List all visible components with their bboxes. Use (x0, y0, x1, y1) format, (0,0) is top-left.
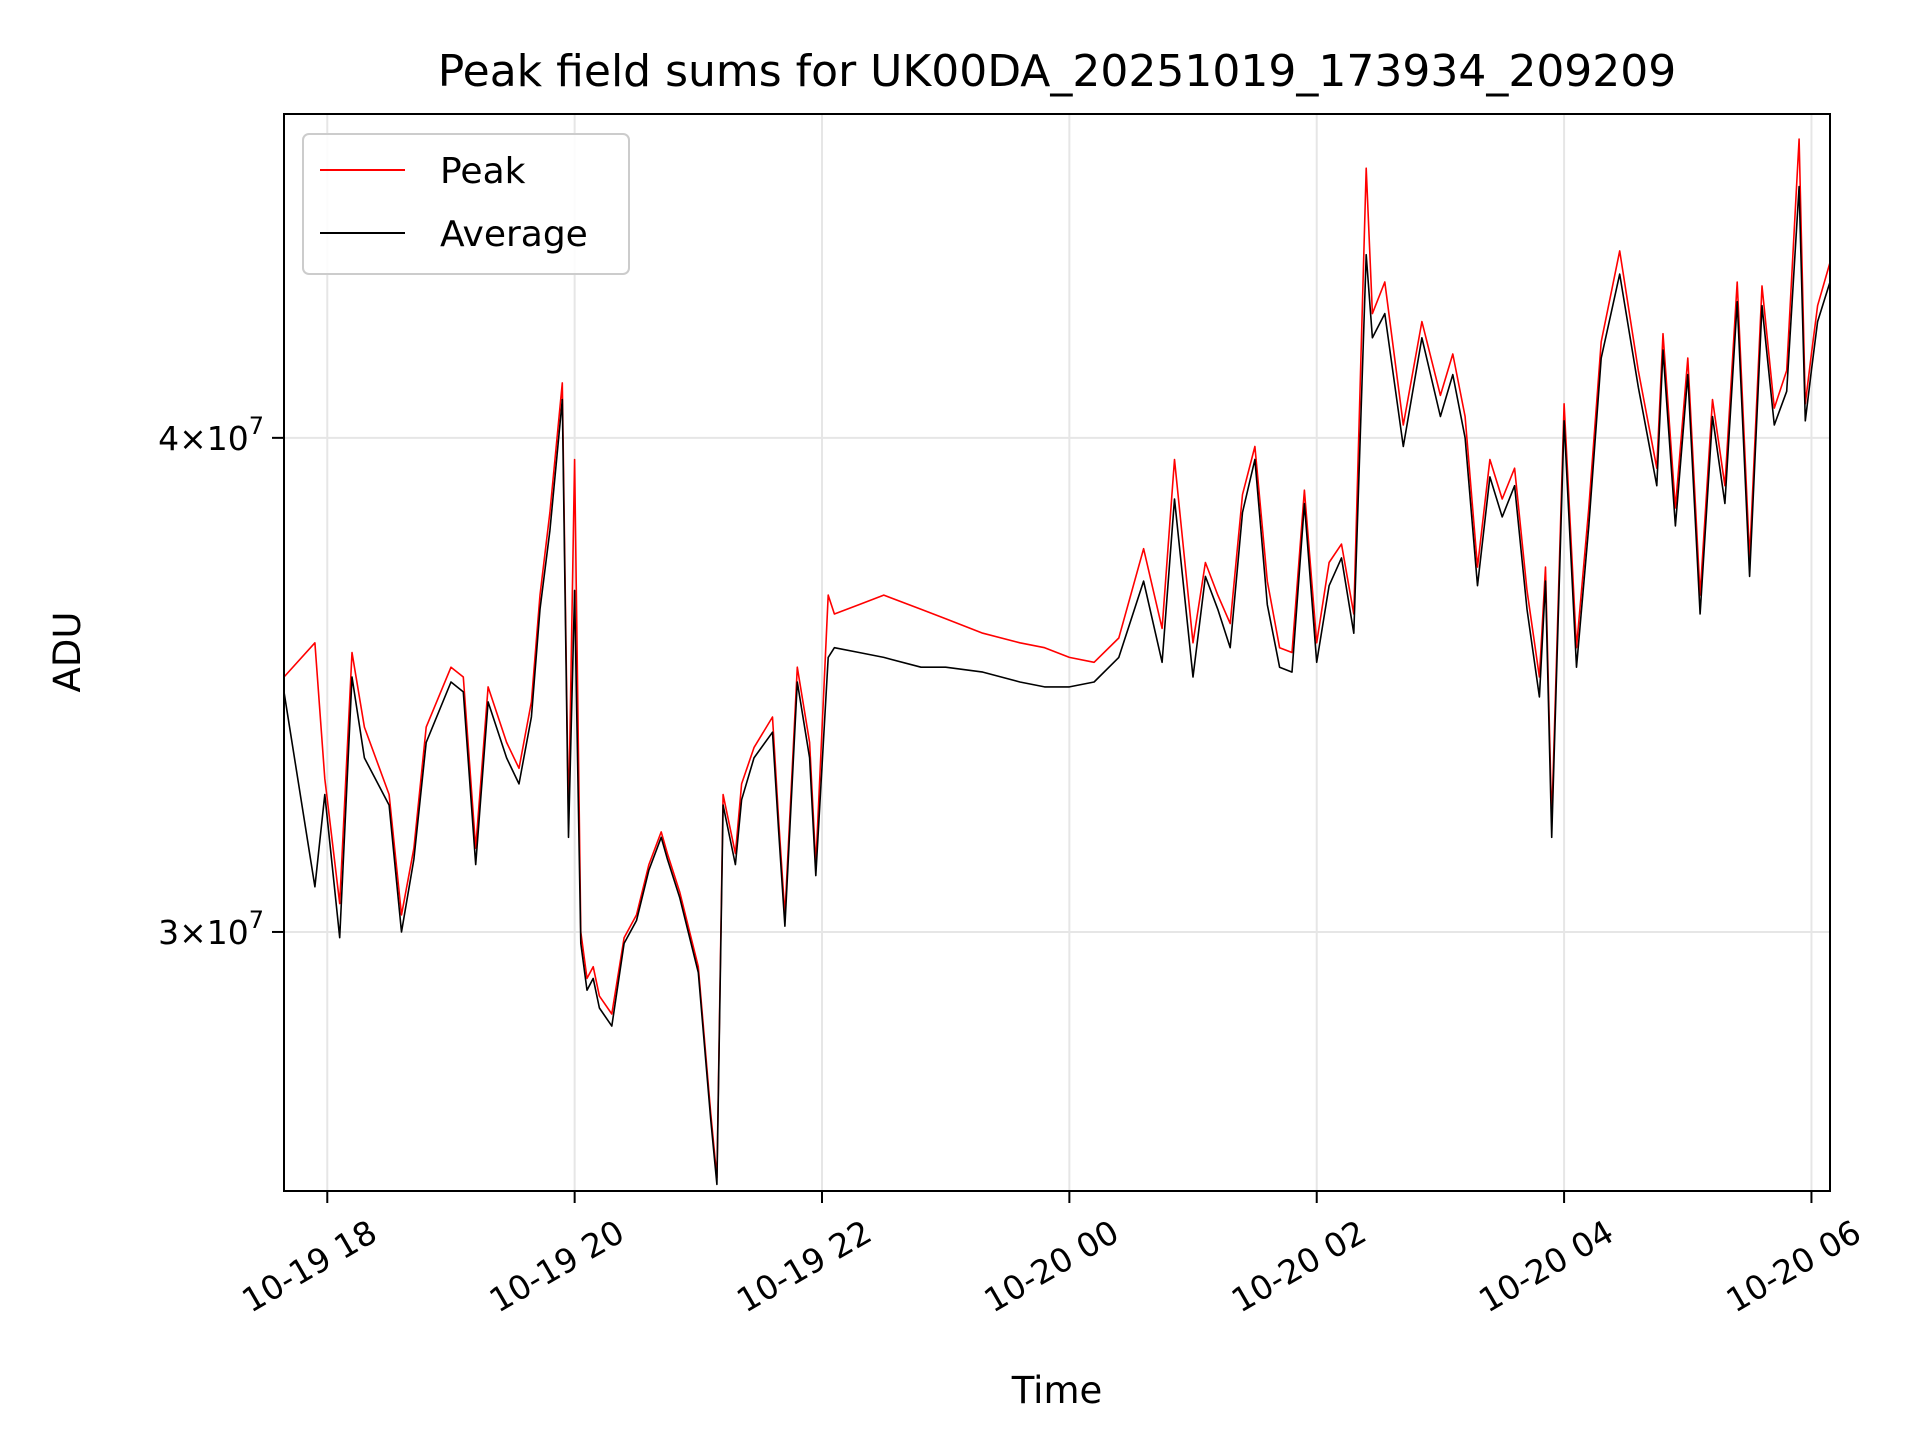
grid-layer (284, 114, 1830, 1191)
legend: Peak Average (302, 133, 630, 275)
chart-title: Peak field sums for UK00DA_20251019_1739… (438, 46, 1677, 97)
legend-label-average: Average (440, 214, 588, 255)
legend-label-peak: Peak (440, 151, 526, 192)
y-tick-label: 4×107 (158, 412, 264, 458)
y-tick-label: 3×107 (158, 906, 264, 952)
series-layer (283, 138, 1831, 1186)
y-axis-label: ADU (46, 612, 89, 693)
series-line-peak (283, 138, 1831, 1179)
x-axis-label: Time (1011, 1369, 1103, 1412)
series-line-average (283, 185, 1831, 1186)
plot-frame (283, 113, 1831, 1192)
